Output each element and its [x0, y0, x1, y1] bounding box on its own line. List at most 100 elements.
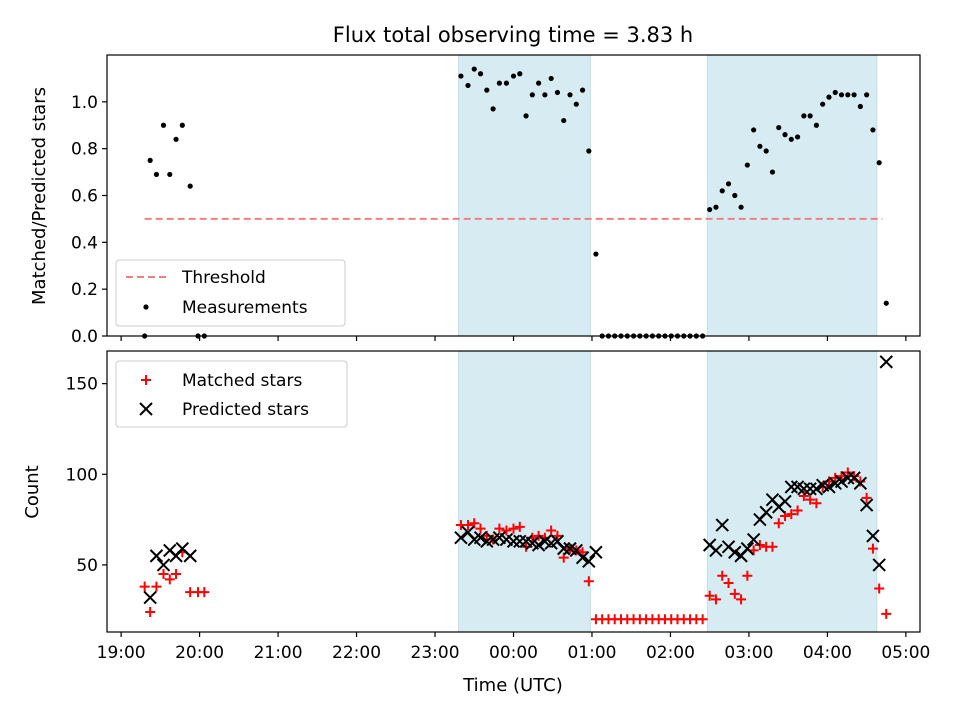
predicted-stars-point-54 — [859, 498, 874, 512]
predicted-stars-point-36 — [746, 532, 761, 547]
measurements-point-58 — [763, 148, 769, 154]
top-ytick-label: 0.8 — [71, 140, 98, 160]
measurements-point-19 — [517, 71, 523, 77]
matched-stars-point-49 — [704, 590, 715, 601]
matched-stars-point-12 — [469, 518, 480, 529]
xtick-label: 02:00 — [646, 643, 695, 663]
predicted-stars-point-15 — [506, 534, 521, 549]
matched-stars-point-75 — [867, 543, 878, 554]
legend-matched-swatch — [141, 375, 151, 385]
measurements-point-56 — [751, 127, 757, 133]
bottom-ytick-label: 100 — [66, 465, 98, 485]
measurements-point-18 — [510, 73, 517, 79]
chart-title: Flux total observing time = 3.83 h — [333, 23, 693, 47]
bottom-ytick-label: 150 — [66, 375, 98, 395]
measurements-point-65 — [807, 113, 813, 119]
matched-stars-point-17 — [501, 525, 512, 536]
matched-stars-point-30 — [583, 576, 594, 587]
legend-box — [115, 360, 348, 428]
predicted-stars-point-38 — [759, 505, 773, 520]
measurements-point-11 — [465, 82, 471, 89]
matched-stars-point-5 — [171, 568, 182, 579]
matched-stars-point-1 — [145, 607, 156, 618]
matched-stars-point-16 — [494, 523, 505, 534]
predicted-stars-point-42 — [784, 480, 799, 494]
measurements-point-24 — [548, 75, 554, 82]
predicted-stars-point-53 — [853, 476, 868, 491]
measurements-point-59 — [769, 169, 776, 175]
predicted-stars-point-7 — [454, 531, 468, 545]
xtick-label: 19:00 — [97, 643, 146, 663]
predicted-stars-point-44 — [797, 482, 811, 496]
xtick-label: 04:00 — [803, 643, 852, 663]
predicted-stars-point-1 — [149, 549, 164, 563]
predicted-stars-point-23 — [557, 541, 571, 556]
top-ytick-label: 0.4 — [71, 233, 98, 253]
legend-predicted-swatch — [139, 402, 153, 416]
measurements-point-71 — [845, 92, 851, 98]
measurements-point-23 — [542, 92, 548, 98]
measurements-point-17 — [503, 80, 510, 86]
predicted-stars-point-31 — [715, 518, 729, 532]
predicted-stars-point-48 — [822, 480, 836, 494]
bottom-y-axis-label: Count — [22, 465, 43, 518]
measurements-point-2 — [153, 171, 160, 178]
matched-stars-point-61 — [780, 510, 791, 521]
measurements-point-70 — [838, 92, 845, 98]
predicted-stars-point-33 — [728, 545, 742, 559]
legend-measurements-label: Measurements — [182, 298, 308, 318]
top-legend: Threshold Measurements — [115, 259, 346, 327]
measurements-point-20 — [523, 113, 529, 119]
measurements-point-76 — [876, 160, 882, 166]
bottom-legend: Matched stars Predicted stars — [115, 360, 348, 428]
matched-stars-point-26 — [558, 552, 569, 563]
matched-stars-point-11 — [462, 520, 473, 531]
measurements-point-74 — [864, 92, 870, 98]
legend-box — [115, 259, 346, 327]
top-ytick-label: 0.0 — [71, 327, 98, 347]
measurements-point-30 — [586, 148, 592, 154]
measurements-point-26 — [561, 117, 567, 124]
matched-stars-point-59 — [767, 541, 778, 552]
predicted-stars-point-57 — [879, 355, 893, 369]
matched-stars-point-63 — [792, 505, 803, 516]
xtick-label: 01:00 — [567, 643, 616, 663]
measurements-point-10 — [458, 73, 464, 79]
matched-stars-point-77 — [881, 608, 892, 619]
predicted-stars-point-27 — [582, 554, 596, 569]
measurements-point-64 — [801, 113, 807, 119]
measurements-point-7 — [187, 183, 193, 189]
matched-stars-point-24 — [546, 525, 557, 536]
matched-stars-point-25 — [552, 530, 563, 541]
measurements-point-62 — [788, 136, 794, 142]
matched-stars-point-62 — [786, 509, 797, 520]
measurements-point-31 — [593, 251, 599, 257]
predicted-stars-point-55 — [866, 529, 880, 543]
measurements-point-3 — [160, 122, 167, 128]
measurements-point-72 — [851, 92, 857, 98]
xtick-label: 23:00 — [411, 643, 460, 663]
top-ytick-label: 1.0 — [71, 93, 98, 113]
matched-stars-point-54 — [736, 594, 747, 605]
bottom-panel: 50 100 150 19:00 20:00 21:00 22:00 23:00 00:00 01… — [66, 350, 930, 663]
predicted-stars-point-56 — [872, 558, 886, 572]
measurements-point-27 — [567, 92, 573, 98]
matched-stars-point-76 — [874, 583, 885, 594]
matched-stars-point-60 — [773, 518, 784, 529]
top-ytick-label: 0.2 — [71, 280, 98, 300]
measurements-point-22 — [536, 80, 542, 86]
predicted-stars-point-30 — [709, 543, 723, 558]
matched-stars-point-13 — [475, 523, 486, 534]
matched-stars-point-48 — [697, 614, 708, 625]
matched-stars-point-3 — [158, 568, 169, 579]
measurements-point-63 — [794, 134, 801, 140]
legend-threshold-label: Threshold — [181, 268, 266, 288]
predicted-stars-point-0 — [143, 590, 157, 605]
measurements-point-25 — [554, 89, 561, 96]
measurements-point-29 — [579, 87, 586, 93]
predicted-stars-point-16 — [513, 534, 527, 549]
measurements-point-61 — [782, 132, 788, 138]
measurements-point-15 — [490, 106, 496, 112]
measurements-point-55 — [744, 162, 750, 168]
measurements-point-77 — [883, 300, 889, 306]
